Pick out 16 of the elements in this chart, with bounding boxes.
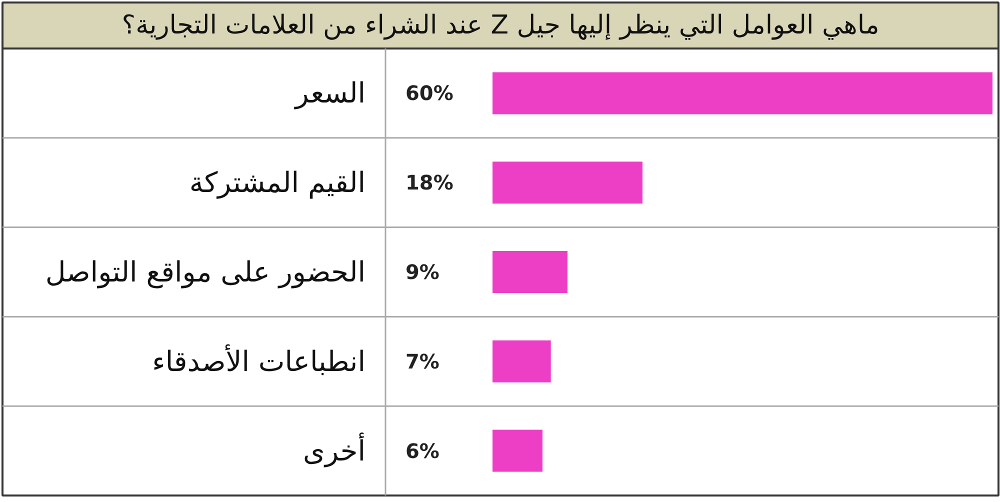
data-label: 60% xyxy=(406,81,454,106)
bar xyxy=(492,430,542,472)
y-tick-label: السعر xyxy=(293,76,366,110)
bar xyxy=(492,340,551,382)
y-tick-label: أخرى xyxy=(303,432,366,468)
data-label: 7% xyxy=(406,349,440,374)
bar xyxy=(492,162,642,204)
data-label: 6% xyxy=(406,438,440,463)
y-tick-label: القيم المشتركة xyxy=(189,166,366,200)
bar xyxy=(492,72,992,114)
y-tick-label: انطباعات الأصدقاء xyxy=(152,344,366,378)
data-label: 18% xyxy=(406,170,454,195)
data-label: 9% xyxy=(406,260,440,284)
y-tick-label: الحضور على مواقع التواصل xyxy=(45,256,366,288)
bar xyxy=(492,251,568,293)
chart-title: ماهي العوامل التي ينظر إليها جيل Z عند الشراء من العلامات التجارية؟ xyxy=(122,10,880,40)
